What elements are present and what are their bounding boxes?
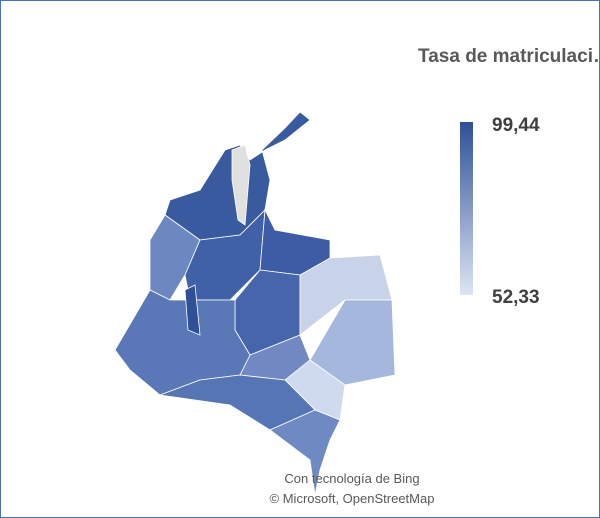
map — [114, 111, 396, 496]
attribution: © Microsoft, OpenStreetMap — [270, 491, 435, 506]
attribution: Con tecnología de Bing — [284, 471, 419, 486]
legend-gradient — [460, 122, 473, 295]
legend-min: 52,33 — [492, 287, 540, 308]
legend-title: Tasa de matriculaci… — [418, 46, 600, 67]
legend-max: 99,44 — [492, 115, 540, 136]
